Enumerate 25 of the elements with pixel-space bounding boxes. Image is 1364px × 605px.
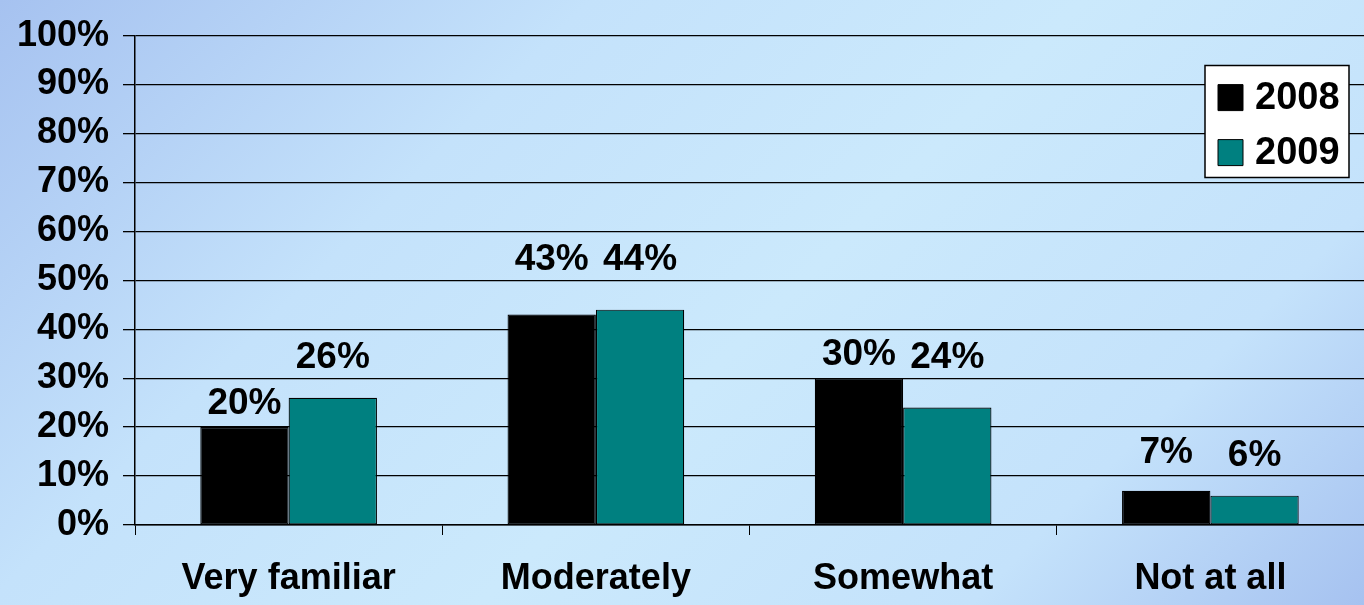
y-tick-label: 0% xyxy=(56,501,109,543)
x-tick-label: Not at all xyxy=(1134,555,1287,597)
y-tick-label: 70% xyxy=(36,159,109,201)
y-tick-label: 100% xyxy=(16,12,109,54)
y-tick-label: 80% xyxy=(36,110,109,152)
y-tick-label: 90% xyxy=(36,61,109,103)
x-tick-label: Somewhat xyxy=(813,555,994,597)
y-tick-label: 40% xyxy=(36,306,109,348)
y-tick-label: 60% xyxy=(36,208,109,250)
data-label: 30% xyxy=(821,332,896,374)
data-label: 43% xyxy=(514,236,589,278)
y-tick-label: 20% xyxy=(36,404,109,446)
data-label: 24% xyxy=(910,334,985,376)
y-tick-label: 10% xyxy=(36,452,109,494)
data-label: 44% xyxy=(603,236,678,278)
data-label: 20% xyxy=(207,381,282,423)
x-tick-label: Moderately xyxy=(500,555,691,597)
y-tick-label: 50% xyxy=(36,257,109,299)
data-label: 6% xyxy=(1227,432,1282,474)
x-tick-label: Very familiar xyxy=(181,555,396,597)
legend-label: 2008 xyxy=(1255,75,1340,118)
legend-label: 2009 xyxy=(1255,130,1340,173)
y-tick-label: 30% xyxy=(36,355,109,397)
data-label: 26% xyxy=(295,334,370,376)
data-label: 7% xyxy=(1139,429,1193,471)
